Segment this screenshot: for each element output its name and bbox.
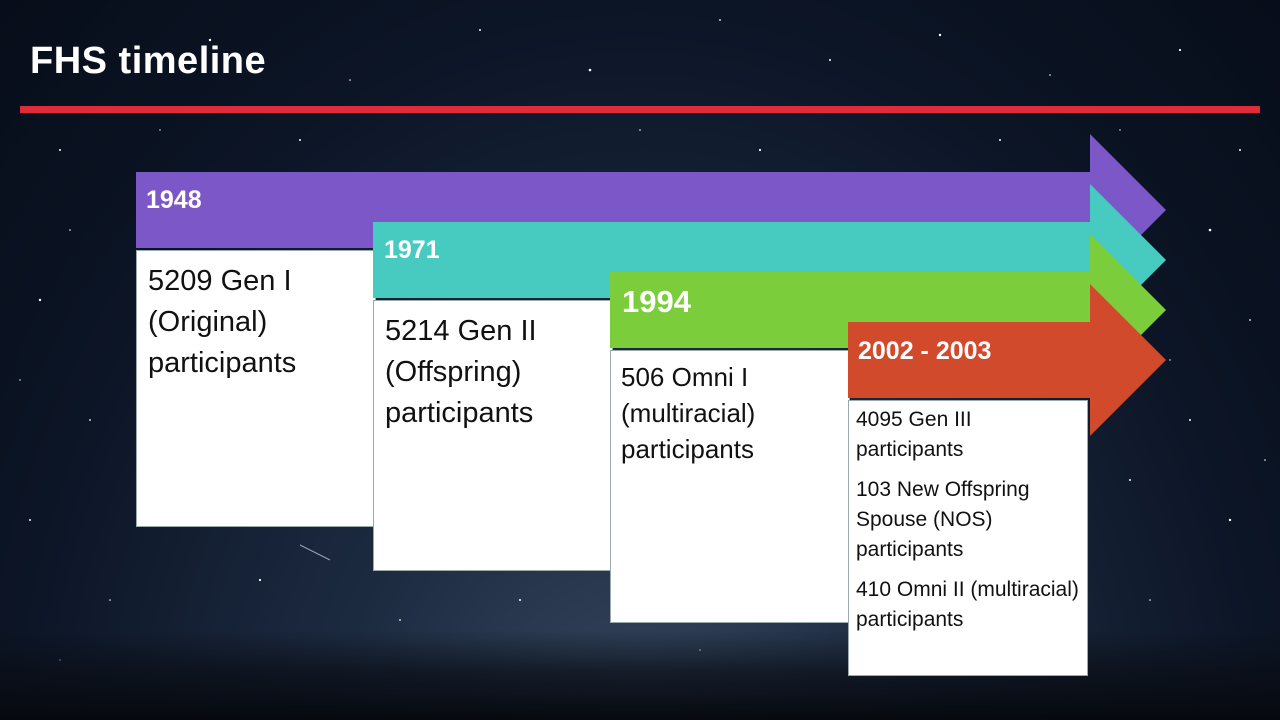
arrow-band-2002-2003 bbox=[848, 284, 1166, 436]
era-entry: 103 New Offspring Spouse (NOS) participa… bbox=[856, 478, 1030, 561]
era-entry: 5209 Gen I (Original) participants bbox=[148, 265, 297, 379]
era-year: 2002 - 2003 bbox=[858, 337, 992, 365]
era-year: 1948 bbox=[146, 186, 202, 214]
era-description-box: 5214 Gen II (Offspring) participants bbox=[373, 300, 613, 571]
era-entry: 506 Omni I (multiracial) participants bbox=[621, 362, 756, 464]
era-entry: 4095 Gen III participants bbox=[856, 408, 972, 461]
era-year: 1994 bbox=[622, 284, 691, 319]
era-entry: 410 Omni II (multiracial) participants bbox=[856, 578, 1079, 631]
era-entry: 5214 Gen II (Offspring) participants bbox=[385, 315, 537, 429]
horizon-silhouette bbox=[0, 630, 1280, 720]
era-year: 1971 bbox=[384, 236, 440, 264]
era-description-box: 4095 Gen III participants 103 New Offspr… bbox=[848, 400, 1088, 676]
era-description-box: 5209 Gen I (Original) participants bbox=[136, 250, 376, 527]
slide-title: FHS timeline bbox=[30, 40, 267, 82]
era-description-box: 506 Omni I (multiracial) participants bbox=[610, 350, 850, 623]
title-underline bbox=[20, 106, 1260, 113]
